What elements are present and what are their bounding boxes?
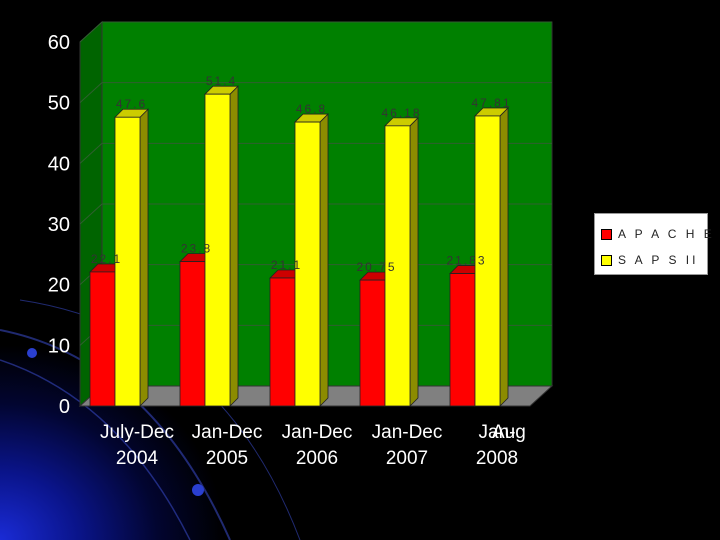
data-label-apache: 22.1 bbox=[91, 252, 122, 266]
y-tick-label: 0 bbox=[59, 396, 70, 418]
gridline bbox=[79, 82, 103, 104]
data-label-saps: 46.18 bbox=[381, 106, 421, 120]
y-tick-label: 40 bbox=[48, 153, 70, 175]
data-label-saps: 47.6 bbox=[116, 97, 147, 111]
legend-swatch-saps bbox=[601, 254, 612, 266]
y-tick-label: 50 bbox=[48, 93, 70, 115]
legend-label-saps: S A P S II bbox=[618, 253, 699, 267]
bar-saps bbox=[204, 85, 239, 407]
y-tick-label: 60 bbox=[48, 32, 70, 54]
legend-item-saps: S A P S II bbox=[601, 253, 698, 267]
data-label-apache: 20.75 bbox=[356, 260, 396, 274]
data-label-apache: 21.1 bbox=[271, 258, 302, 272]
plot-area: 22.1 47.6 23.8 51.4 21.1 46.8 20.75 46.18 21.83 4… bbox=[78, 20, 554, 408]
x-tick-label: Jan-Dec 2005 bbox=[192, 422, 263, 469]
data-label-saps: 46.8 bbox=[296, 102, 327, 116]
background-dot bbox=[27, 348, 37, 358]
legend-item-apache: A P A C H E II bbox=[601, 227, 720, 241]
data-label-saps: 51.4 bbox=[206, 74, 237, 88]
x-tick-label: Jan-2008 bbox=[476, 422, 518, 469]
legend-swatch-apache bbox=[601, 228, 612, 240]
bar-saps bbox=[474, 106, 509, 407]
data-labels: 22.1 47.6 23.8 51.4 21.1 46.8 20.75 46.18 21.83 4… bbox=[91, 74, 511, 274]
bar-saps bbox=[114, 108, 149, 407]
y-tick-label: 30 bbox=[48, 214, 70, 236]
legend: A P A C H E II S A P S II bbox=[594, 213, 720, 275]
bar-saps bbox=[384, 116, 419, 407]
data-label-apache: 21.83 bbox=[446, 254, 486, 268]
bar-saps bbox=[294, 113, 329, 407]
y-axis-ticks: 0 10 20 30 40 50 60 bbox=[48, 32, 70, 418]
x-axis-ticks: July-Dec 2004 Jan-Dec 2005 Jan-Dec 2006 Jan-De… bbox=[100, 422, 518, 469]
gridline bbox=[79, 142, 103, 164]
gridline bbox=[79, 21, 103, 43]
y-tick-label: 20 bbox=[48, 275, 70, 297]
data-label-apache: 23.8 bbox=[181, 242, 212, 256]
x-tick-label: July-Dec 2004 bbox=[100, 422, 174, 469]
background-dot bbox=[192, 484, 204, 496]
x-tick-label: Jan-Dec 2006 bbox=[282, 422, 353, 469]
y-tick-label: 10 bbox=[48, 335, 70, 357]
x-tick-label: Jan-Dec 2007 bbox=[372, 422, 443, 469]
data-label-saps: 47.81 bbox=[471, 96, 511, 110]
bars bbox=[89, 85, 509, 407]
x-tick-extra: Aug bbox=[492, 422, 526, 443]
gridline bbox=[79, 203, 103, 225]
legend-label-apache: A P A C H E II bbox=[618, 227, 720, 241]
